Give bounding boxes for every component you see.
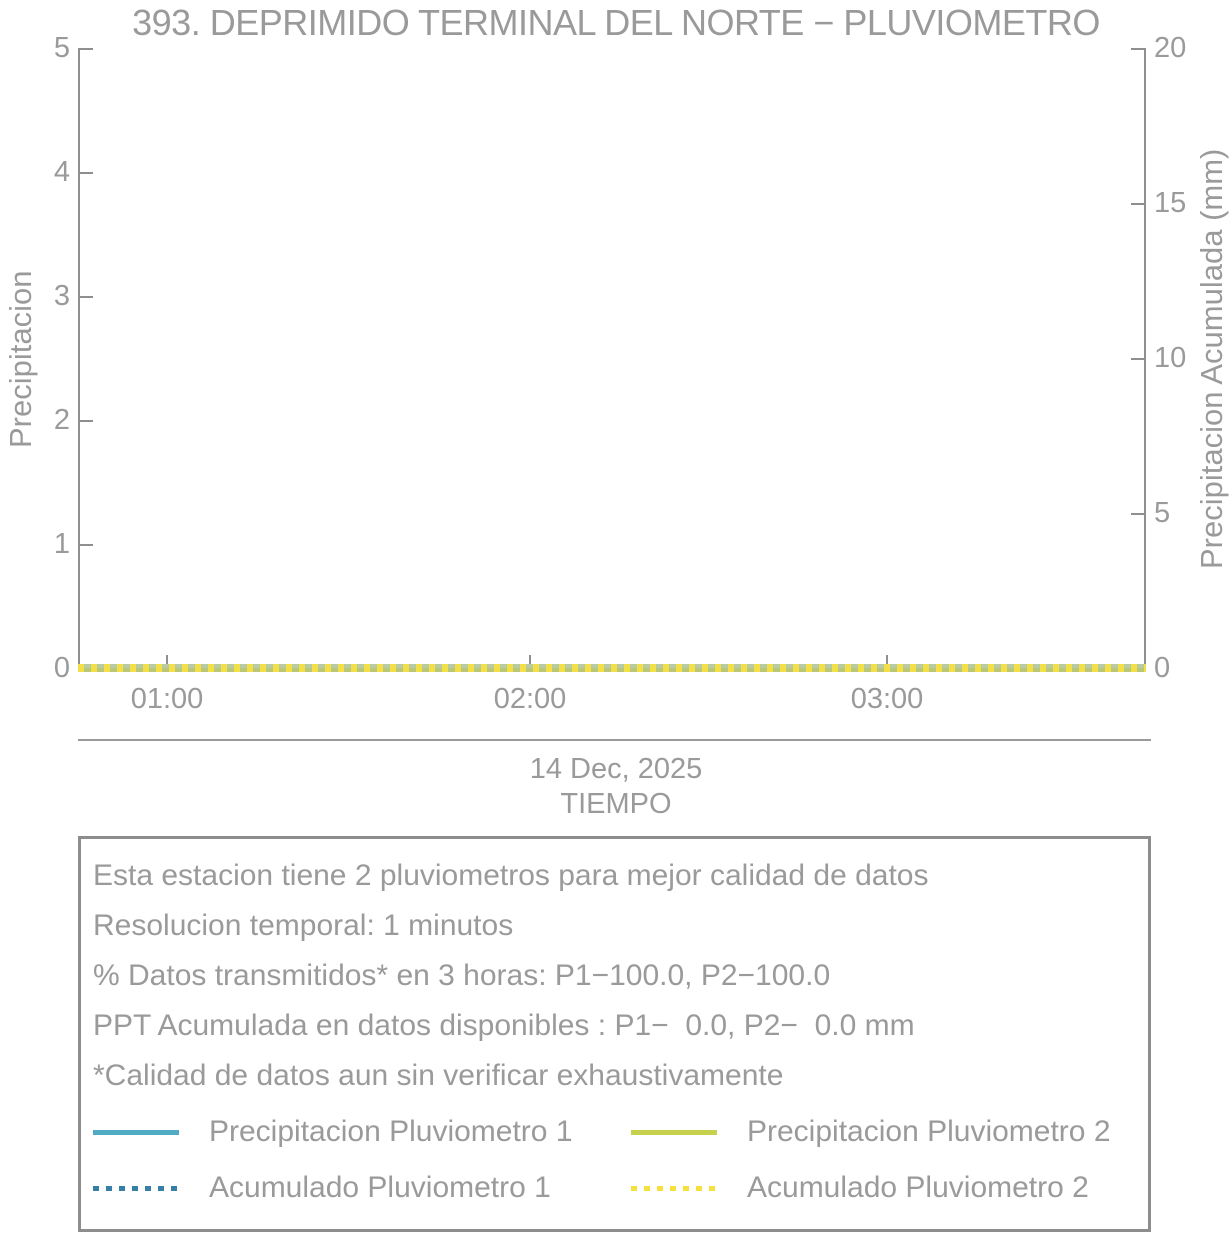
legend-line-solid-yellowgreen-icon — [631, 1129, 717, 1135]
y-left-tick-label: 2 — [53, 404, 70, 436]
info-line-station: Esta estacion tiene 2 pluviometros para … — [93, 859, 929, 892]
data-series-zero-band — [78, 664, 1146, 672]
y-right-tick-20 — [1131, 48, 1144, 50]
x-axis-date-label: 14 Dec, 2025 — [529, 753, 703, 785]
y-axis-right-line — [1144, 48, 1146, 670]
y-right-tick-15 — [1131, 203, 1144, 205]
y-right-tick-label: 0 — [1154, 652, 1171, 684]
x-tick-label: 02:00 — [493, 683, 567, 715]
info-line-quality-note: *Calidad de datos aun sin verificar exha… — [93, 1059, 784, 1092]
x-axis-separator-line — [78, 739, 1151, 741]
info-line-resolution: Resolucion temporal: 1 minutos — [93, 909, 514, 942]
y-axis-left-line — [78, 48, 80, 670]
y-right-tick-label: 5 — [1154, 497, 1171, 529]
zero-band-stripe-bottom — [78, 668, 1146, 672]
legend-line-dotted-blue-icon — [93, 1185, 179, 1191]
legend-line-solid-teal-icon — [93, 1129, 179, 1135]
y-right-tick-label: 10 — [1154, 342, 1187, 374]
y-left-tick-1 — [80, 544, 93, 546]
y-left-tick-label: 4 — [53, 156, 70, 188]
info-line-accumulated: PPT Acumulada en datos disponibles : P1−… — [93, 1009, 915, 1042]
y-left-tick-5 — [80, 48, 93, 50]
x-axis-title: TIEMPO — [560, 788, 672, 820]
info-text-block: Esta estacion tiene 2 pluviometros para … — [81, 839, 1148, 1101]
y-right-tick-label: 20 — [1154, 32, 1187, 64]
x-tick-0100 — [166, 655, 168, 668]
legend-label: Precipitacion Pluviometro 2 — [747, 1115, 1111, 1148]
legend-label: Precipitacion Pluviometro 1 — [209, 1115, 573, 1148]
info-line-transmitted: % Datos transmitidos* en 3 horas: P1−100… — [93, 959, 831, 992]
y-left-tick-2 — [80, 420, 93, 422]
legend-label: Acumulado Pluviometro 1 — [209, 1171, 551, 1204]
legend-item-acumulado-p1: Acumulado Pluviometro 1 — [93, 1161, 631, 1215]
legend-label: Acumulado Pluviometro 2 — [747, 1171, 1089, 1204]
legend-item-acumulado-p2: Acumulado Pluviometro 2 — [631, 1161, 1148, 1215]
x-tick-label: 03:00 — [850, 683, 924, 715]
y-right-tick-10 — [1131, 358, 1144, 360]
y-right-tick-label: 15 — [1154, 187, 1187, 219]
y-left-tick-label: 5 — [53, 32, 70, 64]
y-axis-right-label: Precipitacion Acumulada (mm) — [1194, 148, 1229, 570]
y-left-tick-label: 1 — [53, 528, 70, 560]
zero-band-stripe-top — [78, 664, 1146, 668]
y-left-tick-label: 0 — [53, 652, 70, 684]
y-axis-left-label: Precipitacion — [3, 270, 38, 448]
info-legend-box: Esta estacion tiene 2 pluviometros para … — [78, 836, 1151, 1232]
y-left-tick-label: 3 — [53, 280, 70, 312]
x-tick-label: 01:00 — [130, 683, 204, 715]
y-right-tick-5 — [1131, 513, 1144, 515]
y-left-tick-4 — [80, 172, 93, 174]
legend-item-precipitacion-p1: Precipitacion Pluviometro 1 — [93, 1105, 631, 1159]
x-tick-0300 — [886, 655, 888, 668]
x-tick-0200 — [529, 655, 531, 668]
y-left-tick-3 — [80, 296, 93, 298]
legend: Precipitacion Pluviometro 1 Precipitacio… — [81, 1101, 1148, 1215]
chart-title: 393. DEPRIMIDO TERMINAL DEL NORTE − PLUV… — [132, 2, 1100, 43]
legend-line-dotted-yellow-icon — [631, 1185, 717, 1191]
legend-item-precipitacion-p2: Precipitacion Pluviometro 2 — [631, 1105, 1148, 1159]
